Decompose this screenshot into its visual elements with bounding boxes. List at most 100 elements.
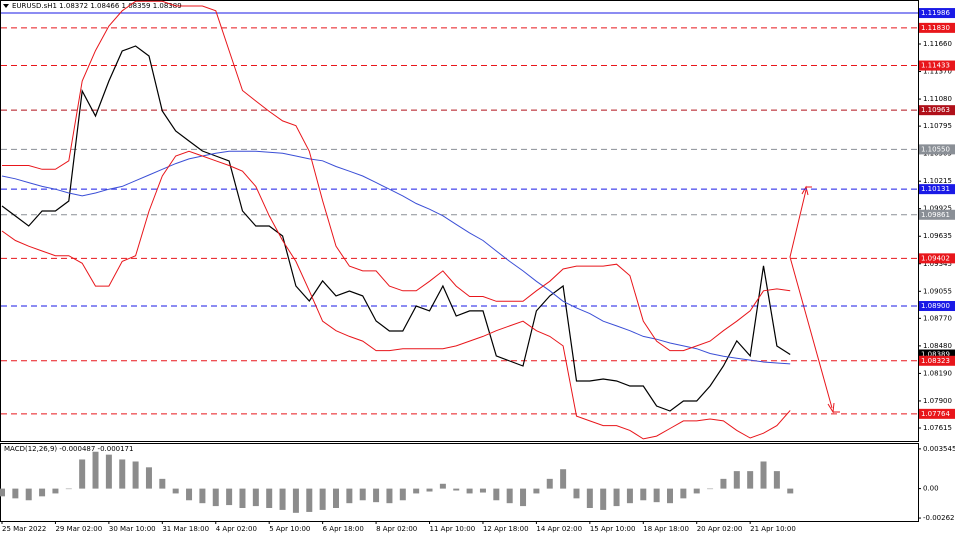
macd-bar	[586, 488, 593, 508]
x-tick-label: 5 Apr 10:00	[269, 525, 310, 533]
y-tick-label: 1.09055	[923, 287, 952, 295]
level-label: 1.10550	[921, 145, 950, 153]
y-tick-label: 1.11370	[923, 68, 952, 76]
level-label: 1.08389	[921, 351, 950, 359]
macd-bar	[747, 471, 754, 489]
level-badge	[919, 8, 955, 19]
macd-bar	[479, 488, 486, 493]
price-line	[2, 0, 791, 352]
x-tick-label: 11 Apr 10:00	[430, 525, 476, 533]
macd-bar	[760, 461, 767, 489]
x-tick-label: 30 Mar 10:00	[109, 525, 156, 533]
macd-bar	[439, 483, 446, 489]
macd-bar	[172, 488, 179, 494]
y-tick-label: 1.08480	[923, 342, 952, 350]
y-tick-label: 1.10215	[923, 177, 952, 185]
macd-bar	[493, 488, 500, 501]
level-label: 1.10963	[921, 106, 950, 114]
level-badge	[919, 253, 955, 264]
macd-bar	[733, 471, 740, 489]
macd-bar	[399, 488, 406, 501]
macd-bar	[600, 488, 607, 510]
price-line	[1, 150, 791, 365]
macd-bar	[653, 488, 660, 503]
level-badge	[919, 355, 955, 366]
macd-bar	[453, 488, 460, 491]
macd-bar	[105, 454, 112, 489]
y-tick-label: 1.07615	[923, 424, 952, 432]
macd-bar	[306, 488, 313, 512]
level-badge	[919, 184, 955, 195]
y-tick-label: 1.07900	[923, 397, 952, 405]
x-tick-label: 6 Apr 18:00	[323, 525, 364, 533]
macd-bar	[333, 488, 339, 508]
macd-bar	[680, 488, 687, 499]
price-line	[1, 150, 791, 440]
level-label: 1.11433	[921, 62, 950, 70]
menu-triangle	[3, 4, 9, 8]
macd-bar	[693, 488, 700, 494]
macd-bar	[145, 467, 152, 489]
x-tick-label: 25 Mar 2022	[2, 525, 46, 533]
x-tick-label: 12 Apr 18:00	[483, 525, 529, 533]
macd-bar	[319, 488, 326, 510]
level-label: 1.11830	[921, 24, 950, 32]
y-tick-label: 1.09345	[923, 260, 952, 268]
level-label: 1.07764	[921, 410, 950, 418]
macd-bar	[79, 459, 86, 489]
macd-bar	[25, 488, 32, 501]
macd-bar	[346, 488, 353, 504]
x-tick-label: 20 Apr 02:00	[697, 525, 743, 533]
y-tick-label: 1.08190	[923, 369, 952, 377]
macd-bar	[199, 488, 206, 504]
macd-bar	[626, 488, 633, 504]
macd-bar	[546, 478, 553, 489]
macd-bar	[65, 488, 72, 490]
macd-bar	[52, 488, 59, 494]
main-panel	[0, 0, 919, 442]
x-tick-label: 21 Apr 10:00	[750, 525, 796, 533]
macd-bar	[560, 469, 567, 489]
macd-bar	[252, 488, 259, 507]
macd-bar	[533, 488, 540, 494]
y-tick-label: 1.08770	[923, 314, 952, 322]
level-badge	[919, 22, 955, 33]
macd-bar	[212, 488, 219, 507]
x-tick-label: 15 Apr 10:00	[590, 525, 636, 533]
level-badge	[919, 349, 955, 360]
x-tick-label: 4 Apr 02:00	[216, 525, 257, 533]
level-label: 1.08323	[921, 357, 950, 365]
macd-bar	[12, 488, 19, 499]
y-tick-label: 0.003545	[923, 445, 955, 453]
macd-bar	[506, 488, 513, 504]
x-tick-label: 31 Mar 18:00	[162, 525, 209, 533]
level-label: 1.10131	[921, 185, 950, 193]
macd-bar	[359, 488, 366, 501]
macd-bar	[426, 488, 433, 492]
macd-bar	[520, 488, 527, 507]
level-badge	[919, 408, 955, 419]
y-tick-label: 0.00	[923, 485, 939, 493]
macd-bar	[279, 488, 286, 510]
macd-bar	[239, 488, 246, 508]
level-badge	[919, 105, 955, 116]
macd-bar	[707, 488, 714, 490]
level-badge	[919, 60, 955, 71]
macd-bar	[132, 461, 139, 489]
level-label: 1.11986	[921, 9, 950, 17]
macd-bar	[0, 488, 5, 497]
forecast-arrows	[789, 185, 840, 414]
level-label: 1.09402	[921, 254, 950, 262]
level-label: 1.08900	[921, 302, 950, 310]
macd-bar	[413, 488, 420, 494]
macd-bar	[92, 451, 99, 489]
x-tick-label: 29 Mar 02:00	[55, 525, 102, 533]
macd-bar	[787, 488, 794, 494]
macd-bar	[773, 471, 780, 489]
macd-bar	[159, 478, 166, 489]
macd-bar	[186, 488, 193, 501]
y-tick-label: 1.10795	[923, 122, 952, 130]
y-tick-label: -0.002627	[923, 514, 955, 522]
macd-bar	[39, 488, 46, 497]
macd-bar	[613, 488, 620, 507]
